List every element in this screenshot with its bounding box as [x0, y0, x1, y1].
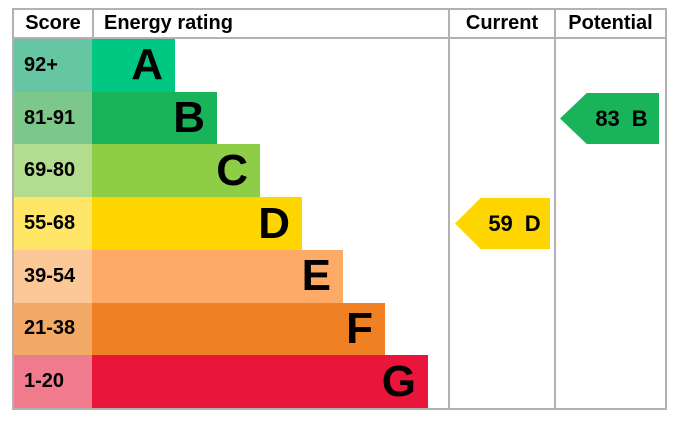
table-bottom-border	[12, 408, 667, 410]
band-bar-f: F	[92, 302, 385, 356]
score-column-divider	[92, 8, 94, 39]
rating-bands: 92+ A 81-91 B 69-80 C 55-68 D 39-54 E 21-38 F 1-20 G	[14, 39, 665, 409]
table-left-border	[12, 8, 14, 410]
band-row-f: 21-38 F	[14, 302, 665, 356]
score-column-header: Score	[25, 12, 81, 34]
band-score-range-e: 39-54	[14, 249, 92, 303]
energy-rating-chart: Score Energy rating Current Potential 92…	[12, 8, 667, 410]
band-bar-e: E	[92, 249, 343, 303]
band-score-range-a: 92+	[14, 39, 92, 92]
potential-rating-band: B	[631, 105, 648, 131]
band-bar-c: C	[92, 144, 260, 198]
band-letter-a: A	[131, 40, 163, 90]
band-row-d: 55-68 D	[14, 197, 665, 250]
band-row-c: 69-80 C	[14, 144, 665, 198]
band-bar-a: A	[92, 39, 175, 92]
potential-rating-value: 83	[595, 105, 620, 131]
band-row-g: 1-20 G	[14, 355, 665, 409]
table-top-border	[12, 8, 667, 10]
band-letter-c: C	[216, 145, 248, 195]
potential-column-divider	[554, 8, 556, 410]
band-score-range-c: 69-80	[14, 144, 92, 198]
energy-rating-column-header: Energy rating	[104, 12, 233, 34]
band-score-range-b: 81-91	[14, 91, 92, 145]
current-column-divider	[448, 8, 450, 410]
band-bar-d: D	[92, 197, 302, 250]
band-row-b: 81-91 B	[14, 91, 665, 145]
potential-column-header: Potential	[568, 12, 653, 34]
band-bar-g: G	[92, 355, 428, 409]
band-letter-b: B	[173, 93, 205, 143]
current-column-header: Current	[465, 12, 539, 34]
header-bottom-border	[12, 37, 667, 39]
band-letter-g: G	[381, 356, 416, 406]
table-right-border	[665, 8, 667, 410]
band-row-a: 92+ A	[14, 39, 665, 92]
band-letter-d: D	[258, 198, 290, 248]
band-score-range-f: 21-38	[14, 302, 92, 356]
band-bar-b: B	[92, 91, 217, 145]
band-row-e: 39-54 E	[14, 249, 665, 303]
current-rating-value: 59	[488, 210, 513, 236]
band-score-range-d: 55-68	[14, 197, 92, 250]
band-letter-f: F	[346, 303, 373, 353]
band-letter-e: E	[301, 251, 331, 301]
band-score-range-g: 1-20	[14, 355, 92, 409]
current-rating-band: D	[524, 210, 541, 236]
